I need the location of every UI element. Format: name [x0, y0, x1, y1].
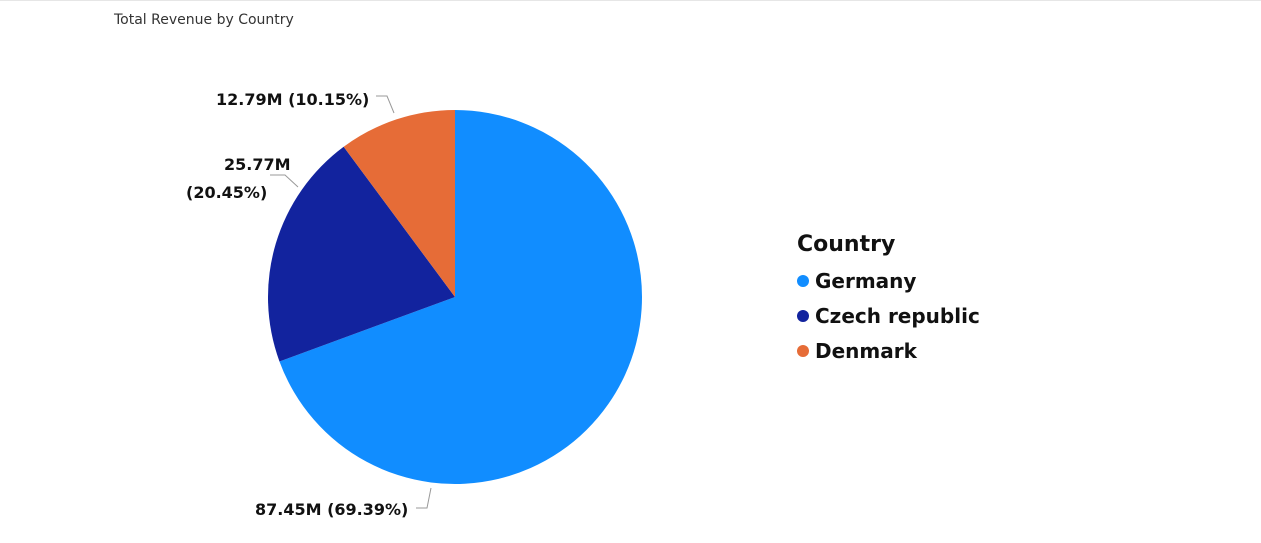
- legend-marker-germany: [797, 274, 809, 287]
- leader-line-germany: [416, 487, 432, 509]
- data-label-denmark: 12.79M (10.15%): [216, 90, 369, 109]
- leader-line-czech: [270, 174, 299, 188]
- chart-title: Total Revenue by Country: [114, 12, 294, 28]
- data-label-czech-percent: (20.45%): [186, 183, 267, 202]
- legend-title: Country: [797, 232, 896, 257]
- pie-slice-czech-republic[interactable]: [268, 146, 455, 362]
- legend-item-czech-republic[interactable]: Czech republic: [797, 298, 980, 333]
- legend-label-czech-republic: Czech republic: [815, 303, 980, 328]
- legend: Country Germany Czech republic Denmark: [797, 232, 980, 368]
- data-label-germany: 87.45M (69.39%): [255, 500, 408, 519]
- leader-line-denmark: [376, 95, 395, 114]
- pie-slice-denmark[interactable]: [343, 110, 455, 297]
- legend-marker-czech-republic: [797, 309, 809, 322]
- top-divider: [0, 0, 1261, 1]
- pie-slice-germany[interactable]: [279, 110, 642, 484]
- legend-item-denmark[interactable]: Denmark: [797, 333, 980, 368]
- legend-marker-denmark: [797, 344, 809, 357]
- legend-item-germany[interactable]: Germany: [797, 263, 980, 298]
- legend-label-germany: Germany: [815, 268, 917, 293]
- data-label-czech-value: 25.77M: [224, 155, 291, 174]
- legend-label-denmark: Denmark: [815, 338, 917, 363]
